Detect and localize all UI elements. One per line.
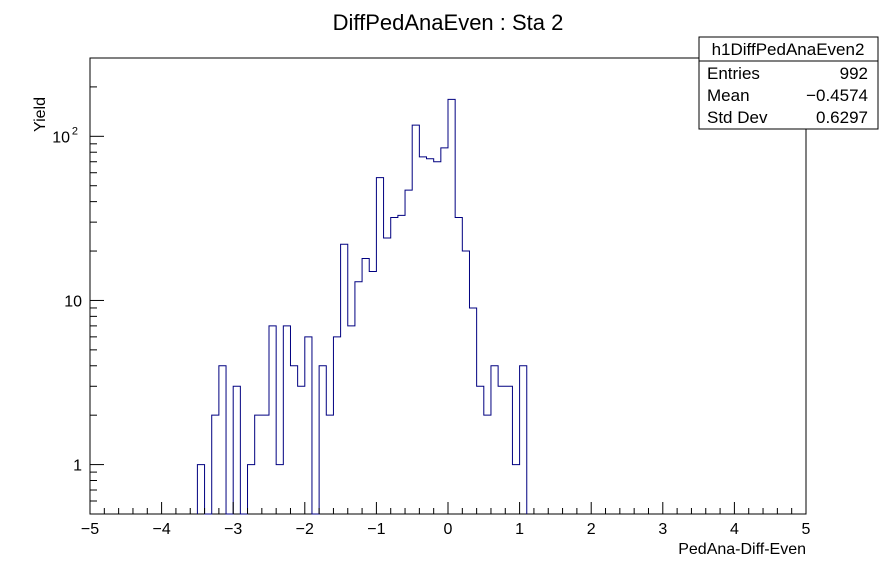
x-tick-label: −5	[81, 521, 99, 538]
stats-mean-label: Mean	[707, 86, 750, 105]
stats-entries-label: Entries	[707, 64, 760, 83]
x-tick-label: −4	[152, 521, 170, 538]
x-axis-label: PedAna-Diff-Even	[678, 541, 806, 558]
x-tick-label: −2	[296, 521, 314, 538]
y-tick-label: 10	[64, 293, 82, 310]
x-tick-label: 2	[587, 521, 596, 538]
histogram-series-line	[196, 98, 528, 515]
x-tick-label: −1	[367, 521, 385, 538]
chart-title: DiffPedAnaEven : Sta 2	[333, 10, 564, 35]
y-tick-label: 10	[52, 129, 70, 146]
x-axis-ticks: −5 −4 −3 −2 −1 0 1 2 3 4 5	[81, 502, 811, 538]
stats-stddev-value: 0.6297	[816, 108, 868, 127]
x-tick-label: 5	[802, 521, 811, 538]
stats-box: h1DiffPedAnaEven2 Entries 992 Mean −0.45…	[698, 36, 879, 130]
y-tick-exponent: 2	[72, 125, 78, 137]
x-tick-label: −3	[224, 521, 242, 538]
stats-histogram-name: h1DiffPedAnaEven2	[712, 40, 865, 59]
stats-box-frame	[698, 36, 879, 130]
x-tick-label: 3	[658, 521, 667, 538]
x-tick-label: 4	[730, 521, 739, 538]
stats-entries-value: 992	[840, 64, 868, 83]
stats-stddev-label: Std Dev	[707, 108, 768, 127]
x-tick-label: 1	[515, 521, 524, 538]
y-axis-label: Yield	[32, 97, 49, 132]
y-tick-label: 1	[73, 458, 82, 475]
x-tick-label: 0	[444, 521, 453, 538]
stats-mean-value: −0.4574	[806, 86, 868, 105]
